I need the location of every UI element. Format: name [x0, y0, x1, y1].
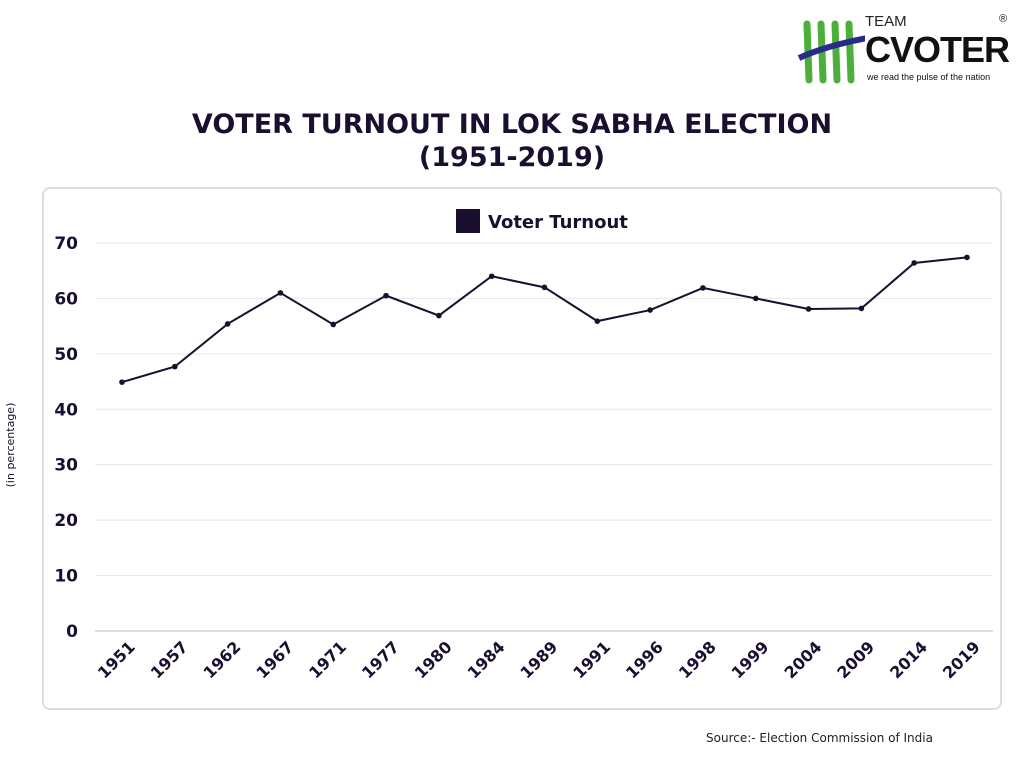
logo-tagline: we read the pulse of the nation: [867, 72, 991, 82]
team-cvoter-logo: TEAM ® CVOTER we read the pulse of the n…: [795, 14, 1020, 86]
x-tick-label: 1971: [305, 637, 350, 682]
data-point: [911, 260, 917, 266]
x-tick-label: 1977: [358, 637, 403, 682]
data-point: [805, 306, 812, 312]
x-tick-label: 2009: [833, 637, 878, 682]
x-tick-label: 2014: [886, 637, 931, 682]
source-note: Source:- Election Commission of India: [706, 731, 933, 745]
y-tick-label: 30: [54, 456, 78, 476]
legend-swatch: [456, 209, 480, 233]
y-tick-label: 60: [54, 289, 78, 309]
data-point: [436, 312, 442, 319]
y-tick-label: 0: [66, 622, 78, 642]
data-point: [383, 292, 389, 299]
y-tick-label: 40: [54, 400, 78, 420]
data-point: [119, 379, 125, 385]
y-tick-label: 10: [54, 567, 78, 587]
logo-registered: ®: [999, 13, 1008, 25]
data-point: [488, 273, 495, 280]
chart-title-line1: VOTER TURNOUT IN LOK SABHA ELECTION: [191, 109, 833, 140]
x-tick-label: 1998: [675, 637, 720, 682]
x-tick-label: 2004: [780, 637, 825, 682]
data-point: [700, 285, 706, 291]
data-point: [752, 295, 759, 302]
data-point: [647, 307, 653, 313]
data-point: [330, 321, 337, 328]
data-point: [541, 284, 548, 291]
data-point: [594, 318, 601, 324]
y-tick-label: 70: [54, 234, 78, 254]
logo-mark-icon: [797, 20, 865, 84]
x-tick-label: 1984: [464, 637, 509, 682]
y-tick-label: 50: [54, 345, 78, 365]
legend-label: Voter Turnout: [488, 212, 628, 233]
data-point: [858, 305, 865, 312]
x-tick-label: 1991: [569, 637, 614, 682]
x-tick-label: 1996: [622, 637, 667, 682]
x-tick-label: 1989: [516, 637, 561, 682]
logo-brand: CVOTER: [865, 29, 1010, 70]
x-tick-label: 2019: [939, 637, 984, 682]
x-tick-label: 1999: [728, 637, 773, 682]
x-tick-label: 1967: [252, 637, 297, 682]
chart-title: VOTER TURNOUT IN LOK SABHA ELECTION (195…: [0, 108, 1024, 174]
series-line: [121, 256, 968, 384]
x-tick-label: 1957: [147, 637, 192, 682]
x-tick-label: 1980: [411, 637, 456, 682]
data-point: [277, 290, 284, 296]
chart-card: [42, 187, 1002, 710]
logo-team: TEAM: [865, 13, 907, 30]
x-tick-label: 1951: [94, 637, 139, 682]
y-tick-label: 20: [54, 511, 78, 531]
data-point: [964, 254, 970, 261]
data-point: [224, 321, 231, 327]
chart-title-line2: (1951-2019): [418, 142, 606, 173]
x-tick-label: 1962: [200, 637, 245, 682]
data-point: [172, 363, 178, 370]
